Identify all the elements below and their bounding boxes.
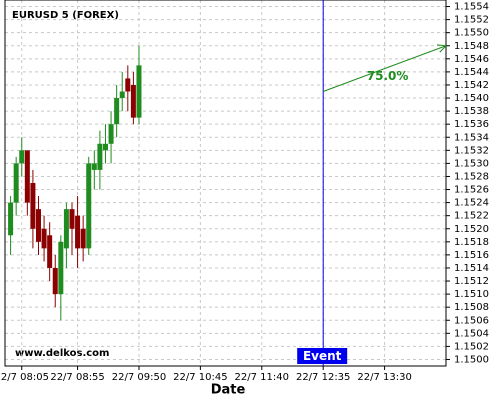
- y-tick-label: 1.1538: [454, 106, 489, 117]
- plot-frame: [4, 0, 447, 367]
- candle-body: [35, 209, 41, 242]
- x-tick-label: 22/7 08:55: [50, 372, 104, 383]
- candle-body: [58, 241, 64, 295]
- event-label: Event: [303, 349, 342, 363]
- x-tick-label: 22/7 08:05: [0, 372, 49, 383]
- candle-body: [86, 163, 92, 249]
- y-tick-label: 1.1506: [454, 315, 489, 326]
- candle-body: [108, 124, 114, 144]
- y-tick-label: 1.1516: [454, 250, 489, 261]
- candle-body: [41, 228, 47, 249]
- y-tick-label: 1.1554: [454, 2, 489, 13]
- y-tick-label: 1.1540: [454, 93, 489, 104]
- candle-body: [30, 183, 36, 229]
- projection-arrow: [323, 45, 447, 92]
- y-tick-label: 1.1502: [454, 341, 489, 352]
- candle-body: [97, 143, 103, 170]
- candle-body: [52, 267, 58, 295]
- arrow-head: [436, 44, 448, 53]
- chart-title: EURUSD 5 (FOREX): [12, 10, 119, 21]
- candle-body: [80, 228, 86, 249]
- y-tick-label: 1.1544: [454, 67, 489, 78]
- y-tick-label: 1.1542: [454, 80, 489, 91]
- y-tick-label: 1.1500: [454, 354, 489, 365]
- candle-body: [69, 209, 75, 229]
- candle-body: [136, 65, 142, 118]
- candle-body: [125, 78, 131, 92]
- candle-body: [91, 163, 97, 170]
- candle-body: [63, 209, 69, 249]
- y-tick-label: 1.1524: [454, 198, 489, 209]
- grid: [5, 0, 446, 366]
- x-tick-label: 22/7 09:50: [112, 372, 166, 383]
- y-tick-label: 1.1548: [454, 41, 489, 52]
- y-tick-label: 1.1510: [454, 289, 489, 300]
- y-tick-label: 1.1550: [454, 28, 489, 39]
- x-tick-label: 22/7 11:40: [235, 372, 289, 383]
- x-tick-label: 22/7 12:35: [296, 372, 350, 383]
- candle-body: [119, 91, 125, 99]
- y-tick-label: 1.1552: [454, 15, 489, 26]
- candle-body: [102, 143, 108, 151]
- candle-body: [13, 163, 19, 203]
- candle-body: [19, 150, 25, 164]
- watermark: www.delkos.com: [15, 348, 109, 359]
- y-tick-label: 1.1522: [454, 211, 489, 222]
- y-tick-label: 1.1546: [454, 54, 489, 65]
- candle-body: [8, 202, 14, 236]
- y-tick-label: 1.1518: [454, 237, 489, 248]
- candle-body: [75, 215, 81, 249]
- candle-body: [114, 98, 120, 125]
- y-tick-label: 1.1512: [454, 276, 489, 287]
- x-tick-label: 22/7 13:30: [357, 372, 411, 383]
- y-tick-label: 1.1514: [454, 263, 489, 274]
- y-tick-label: 1.1520: [454, 224, 489, 235]
- y-tick-label: 1.1536: [454, 119, 489, 130]
- event-badge: [297, 348, 348, 364]
- projection-label: 75.0%: [367, 69, 409, 83]
- y-tick-label: 1.1530: [454, 158, 489, 169]
- x-tick-label: 22/7 10:45: [173, 372, 227, 383]
- candle-body: [24, 150, 30, 203]
- y-tick-label: 1.1504: [454, 328, 489, 339]
- candle-body: [47, 235, 53, 268]
- y-tick-label: 1.1528: [454, 171, 489, 182]
- y-tick-label: 1.1508: [454, 302, 489, 313]
- y-tick-label: 1.1532: [454, 145, 489, 156]
- y-tick-label: 1.1526: [454, 185, 489, 196]
- x-axis-label: Date: [211, 383, 246, 398]
- y-tick-label: 1.1534: [454, 132, 489, 143]
- candle-body: [130, 84, 136, 118]
